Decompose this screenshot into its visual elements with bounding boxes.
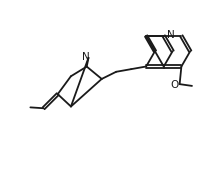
Text: N: N bbox=[82, 52, 90, 62]
Text: N: N bbox=[167, 30, 175, 40]
Text: O: O bbox=[170, 80, 179, 90]
